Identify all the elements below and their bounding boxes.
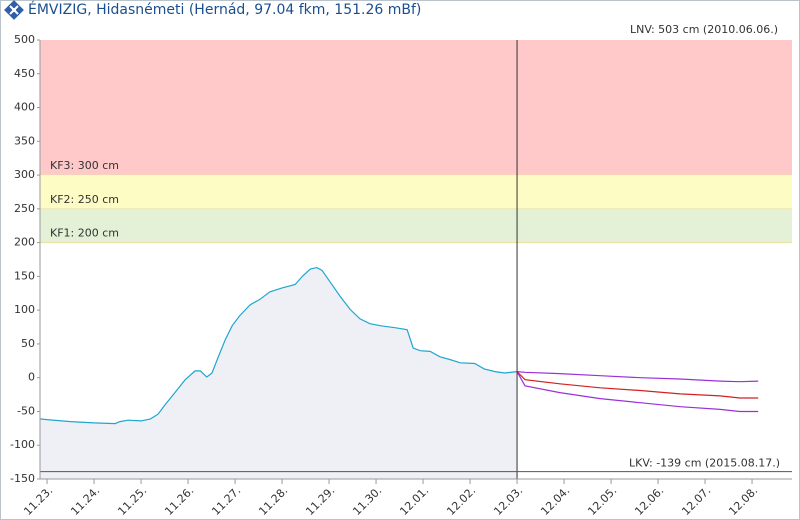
threshold-label: KF3: 300 cm xyxy=(50,159,119,172)
y-tick-label: 450 xyxy=(14,67,35,80)
series-line xyxy=(39,266,518,425)
threshold-label: KF1: 200 cm xyxy=(50,227,119,240)
x-tick-label: 12.06. xyxy=(632,484,666,518)
x-tick-label: 11.23. xyxy=(21,484,55,518)
y-tick-label: 250 xyxy=(14,202,35,215)
x-tick-label: 12.01. xyxy=(397,484,431,518)
header: ÉMVIZIG, Hidasnémeti (Hernád, 97.04 fkm,… xyxy=(0,0,798,20)
x-tick-label: 12.02. xyxy=(444,484,478,518)
y-tick-label: 400 xyxy=(14,101,35,114)
lnv-note: LNV: 503 cm (2010.06.06.) xyxy=(630,23,778,36)
area-fill xyxy=(40,267,517,479)
x-tick-label: 12.08. xyxy=(726,484,760,518)
x-tick-label: 12.07. xyxy=(679,484,713,518)
x-tick-label: 11.27. xyxy=(209,484,243,518)
chart-title: ÉMVIZIG, Hidasnémeti (Hernád, 97.04 fkm,… xyxy=(28,2,422,18)
threshold-band xyxy=(40,208,792,243)
x-tick-label: 12.05. xyxy=(585,484,619,518)
y-tick-label: 0 xyxy=(28,371,35,384)
y-tick-label: 150 xyxy=(14,269,35,282)
x-tick-label: 12.03. xyxy=(491,484,525,518)
x-tick-label: 11.30. xyxy=(350,484,384,518)
y-tick-label: -150 xyxy=(10,472,35,485)
y-tick-label: 350 xyxy=(14,134,35,147)
x-tick-label: 11.29. xyxy=(303,484,337,518)
series-line xyxy=(516,371,759,413)
logo-icon xyxy=(4,0,24,20)
y-tick-label: 50 xyxy=(21,337,35,350)
threshold-band xyxy=(40,175,792,209)
series-line xyxy=(516,371,759,399)
series-line xyxy=(516,371,759,383)
y-tick-label: 200 xyxy=(14,236,35,249)
y-tick-label: 300 xyxy=(14,168,35,181)
x-tick-label: 11.28. xyxy=(256,484,290,518)
x-tick-label: 11.24. xyxy=(68,484,102,518)
x-tick-label: 11.26. xyxy=(162,484,196,518)
y-tick-label: 500 xyxy=(14,33,35,46)
x-tick-label: 11.25. xyxy=(115,484,149,518)
x-tick-label: 12.04. xyxy=(538,484,572,518)
lkv-label: LKV: -139 cm (2015.08.17.) xyxy=(629,457,780,470)
threshold-band xyxy=(40,40,792,176)
y-tick-label: -100 xyxy=(10,438,35,451)
y-tick-label: -50 xyxy=(17,404,35,417)
threshold-label: KF2: 250 cm xyxy=(50,193,119,206)
y-tick-label: 100 xyxy=(14,303,35,316)
